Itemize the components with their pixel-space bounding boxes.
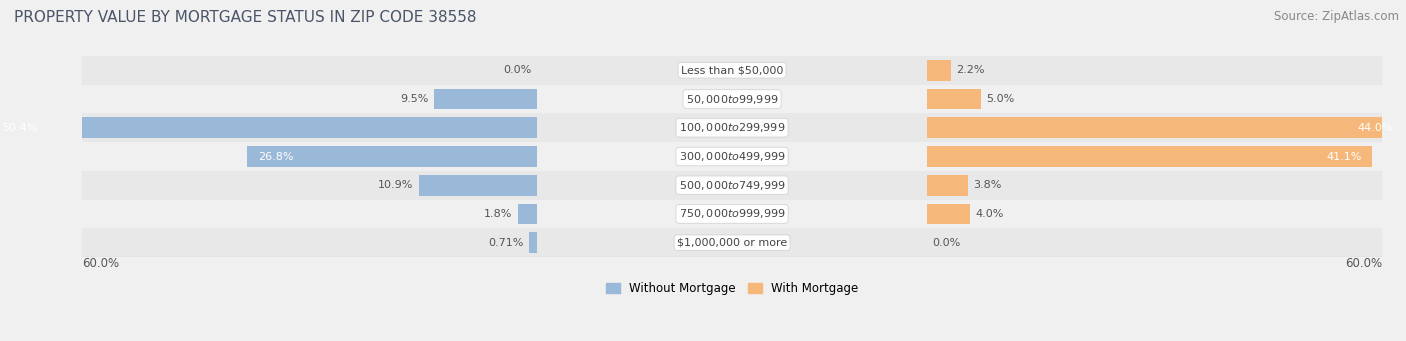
- Legend: Without Mortgage, With Mortgage: Without Mortgage, With Mortgage: [606, 282, 859, 295]
- Bar: [247, 146, 537, 167]
- Bar: [927, 117, 1403, 138]
- Text: 60.0%: 60.0%: [1344, 257, 1382, 270]
- Text: $750,000 to $999,999: $750,000 to $999,999: [679, 207, 786, 221]
- Bar: [82, 56, 1382, 85]
- Text: 0.71%: 0.71%: [489, 238, 524, 248]
- Text: $50,000 to $99,999: $50,000 to $99,999: [686, 92, 779, 105]
- Text: 2.2%: 2.2%: [956, 65, 984, 75]
- Bar: [82, 85, 1382, 114]
- Bar: [419, 175, 537, 196]
- Text: 41.1%: 41.1%: [1326, 151, 1361, 162]
- Text: 0.0%: 0.0%: [503, 65, 531, 75]
- Bar: [434, 89, 537, 109]
- Text: PROPERTY VALUE BY MORTGAGE STATUS IN ZIP CODE 38558: PROPERTY VALUE BY MORTGAGE STATUS IN ZIP…: [14, 10, 477, 25]
- Bar: [927, 60, 950, 80]
- Text: $500,000 to $749,999: $500,000 to $749,999: [679, 179, 786, 192]
- Text: $300,000 to $499,999: $300,000 to $499,999: [679, 150, 786, 163]
- Text: Less than $50,000: Less than $50,000: [681, 65, 783, 75]
- Text: 5.0%: 5.0%: [987, 94, 1015, 104]
- Text: 50.4%: 50.4%: [1, 123, 38, 133]
- Bar: [82, 228, 1382, 257]
- Text: $100,000 to $299,999: $100,000 to $299,999: [679, 121, 786, 134]
- Text: $1,000,000 or more: $1,000,000 or more: [676, 238, 787, 248]
- Bar: [927, 204, 970, 224]
- Bar: [82, 114, 1382, 142]
- Text: 44.0%: 44.0%: [1357, 123, 1393, 133]
- Text: 1.8%: 1.8%: [484, 209, 512, 219]
- Text: Source: ZipAtlas.com: Source: ZipAtlas.com: [1274, 10, 1399, 23]
- Text: 0.0%: 0.0%: [932, 238, 960, 248]
- Text: 4.0%: 4.0%: [976, 209, 1004, 219]
- Bar: [82, 171, 1382, 199]
- Text: 9.5%: 9.5%: [401, 94, 429, 104]
- Bar: [927, 89, 981, 109]
- Text: 10.9%: 10.9%: [378, 180, 413, 190]
- Text: 26.8%: 26.8%: [257, 151, 294, 162]
- Bar: [927, 175, 969, 196]
- Bar: [0, 117, 537, 138]
- Text: 60.0%: 60.0%: [82, 257, 120, 270]
- Bar: [517, 204, 537, 224]
- Bar: [82, 199, 1382, 228]
- Bar: [530, 232, 537, 253]
- Text: 3.8%: 3.8%: [973, 180, 1002, 190]
- Bar: [927, 146, 1372, 167]
- Bar: [82, 142, 1382, 171]
